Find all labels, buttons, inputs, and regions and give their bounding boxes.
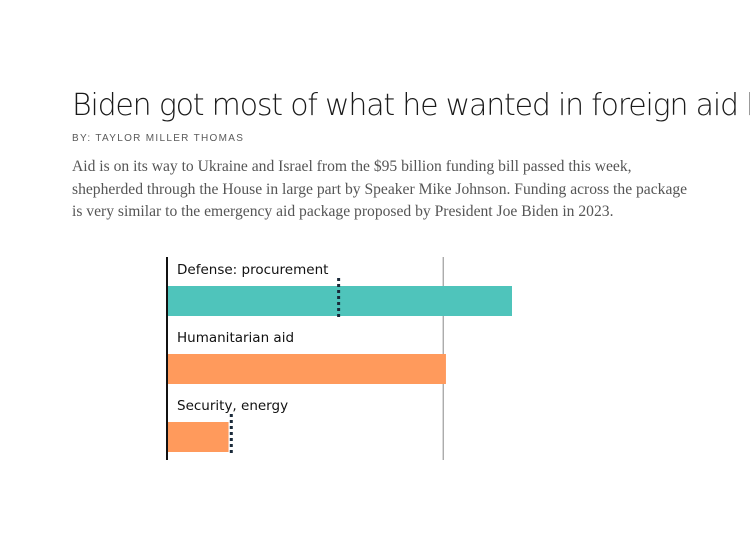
article-dek: Aid is on its way to Ukraine and Israel … bbox=[72, 158, 688, 220]
article-headline: Biden got most of what he wanted in fore… bbox=[72, 88, 750, 123]
article-byline: BY: TAYLOR MILLER THOMAS bbox=[72, 133, 245, 144]
bar-2 bbox=[168, 422, 229, 452]
bar-1 bbox=[168, 354, 446, 384]
category-label-1: Humanitarian aid bbox=[177, 330, 294, 346]
category-label-0: Defense: procurement bbox=[177, 262, 328, 278]
category-label-2: Security, energy bbox=[177, 398, 288, 414]
